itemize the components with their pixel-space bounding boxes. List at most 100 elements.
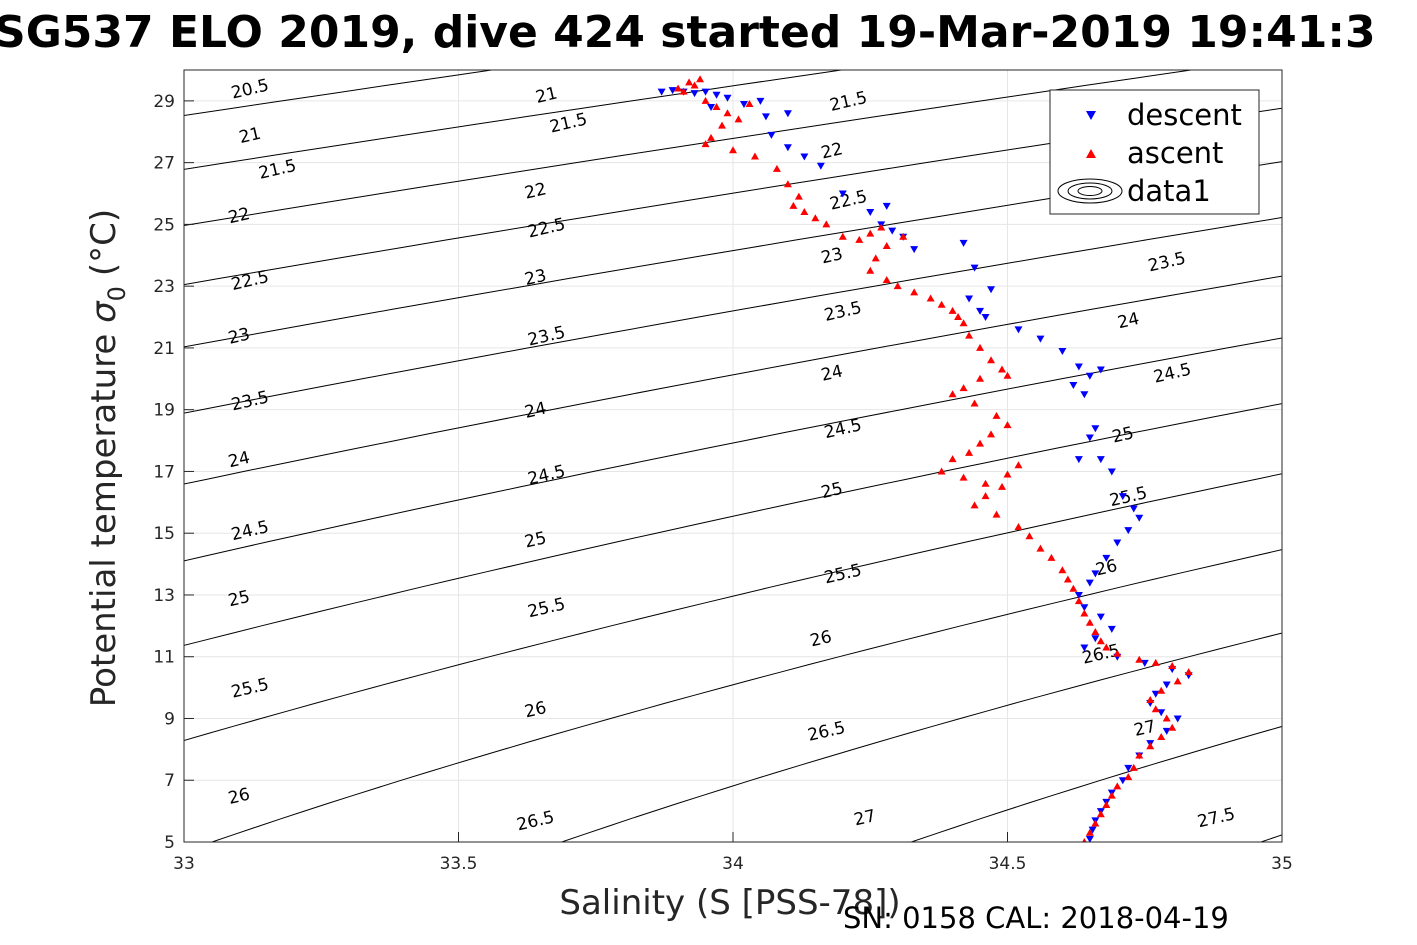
y-axis-ticks: 5 7 9 11 13 15 17 19 21 23 25 27 29 xyxy=(153,92,194,853)
density-contour-line xyxy=(184,161,1282,348)
ascent-point xyxy=(948,455,957,463)
descent-point xyxy=(1157,709,1166,717)
descent-point xyxy=(1113,539,1122,547)
ascent-point xyxy=(690,81,699,89)
y-tick-label: 9 xyxy=(164,709,175,729)
ascent-point xyxy=(855,235,864,243)
descent-point xyxy=(1091,635,1100,643)
ascent-point xyxy=(1102,800,1111,808)
ascent-point xyxy=(822,220,831,228)
descent-point xyxy=(976,307,985,315)
contour-label: 26 xyxy=(808,627,834,651)
ascent-point xyxy=(976,374,985,382)
descent-point xyxy=(1162,727,1171,735)
ascent-point xyxy=(948,390,957,398)
ascent-point xyxy=(987,356,996,364)
descent-point xyxy=(1014,326,1023,334)
ascent-point xyxy=(1157,733,1166,741)
x-axis-label: Salinity (S [PSS-78]) xyxy=(559,883,900,923)
descent-point xyxy=(1074,456,1083,464)
ascent-point xyxy=(871,254,880,262)
ascent-point xyxy=(970,501,979,509)
descent-point xyxy=(1085,372,1094,380)
descent-point xyxy=(1107,625,1116,633)
ascent-point xyxy=(970,399,979,407)
contour-labels: 20.52121.52222.52323.52424.52525.5262121… xyxy=(226,76,1237,836)
x-axis-ticks: 33 33.5 34 34.5 35 xyxy=(173,832,1293,874)
descent-point xyxy=(1085,835,1094,842)
descent-point xyxy=(1058,348,1067,356)
legend-data1-contour-icon xyxy=(1057,178,1123,204)
contour-label: 23 xyxy=(226,324,252,348)
legend-descent-label: descent xyxy=(1127,98,1242,132)
ascent-point xyxy=(811,214,820,222)
ascent-series xyxy=(674,75,1193,842)
axes-border xyxy=(183,69,1283,843)
descent-point xyxy=(1085,579,1094,587)
ascent-point xyxy=(981,492,990,500)
y-tick-label: 5 xyxy=(164,833,175,853)
ascent-point xyxy=(1003,371,1012,379)
ascent-point xyxy=(893,282,902,290)
descent-point xyxy=(1124,527,1133,535)
descent-point xyxy=(1129,505,1138,513)
descent-point xyxy=(657,88,666,96)
descent-point xyxy=(816,162,825,170)
descent-point xyxy=(761,113,770,121)
ascent-point xyxy=(750,152,759,160)
descent-point xyxy=(712,91,721,99)
ascent-point xyxy=(1074,597,1083,605)
ascent-point xyxy=(1146,742,1155,750)
ascent-point xyxy=(712,103,721,111)
ascent-point xyxy=(1135,751,1144,759)
ascent-point xyxy=(1184,668,1193,676)
descent-point xyxy=(981,314,990,322)
contour-label: 22 xyxy=(819,139,845,163)
ascent-point xyxy=(1091,819,1100,827)
descent-point xyxy=(1036,335,1045,343)
ascent-point xyxy=(976,343,985,351)
ascent-point xyxy=(1025,532,1034,540)
legend: descent ascent data1 xyxy=(1049,89,1260,215)
ascent-point xyxy=(965,331,974,339)
ascent-point xyxy=(707,133,716,141)
descent-point xyxy=(970,264,979,272)
ascent-point xyxy=(745,99,754,107)
y-axis-label-sigma: σ xyxy=(84,300,124,323)
descent-series xyxy=(657,87,1193,842)
ascent-point xyxy=(1085,618,1094,626)
contour-label: 24 xyxy=(1116,309,1142,333)
descent-point xyxy=(1151,690,1160,698)
ascent-point xyxy=(1085,828,1094,836)
descent-point xyxy=(783,144,792,152)
ascent-point xyxy=(1135,655,1144,663)
y-tick-label: 23 xyxy=(153,277,175,297)
ascent-point xyxy=(987,430,996,438)
descent-point xyxy=(866,209,875,217)
descent-point xyxy=(1118,777,1127,785)
ascent-point xyxy=(1113,782,1122,790)
ascent-point xyxy=(718,121,727,129)
ascent-point xyxy=(948,306,957,314)
ascent-point xyxy=(1151,705,1160,713)
chart-title: SG537 ELO 2019, dive 424 started 19-Mar-… xyxy=(0,7,1376,58)
contour-label: 25 xyxy=(819,479,845,503)
descent-point xyxy=(888,227,897,235)
descent-point xyxy=(1096,613,1105,621)
y-tick-label: 11 xyxy=(153,648,175,668)
x-tick-label: 33 xyxy=(173,854,195,874)
ascent-point xyxy=(899,232,908,240)
ascent-point xyxy=(789,201,798,209)
ascent-point xyxy=(959,384,968,392)
ascent-point xyxy=(866,266,875,274)
ascent-point xyxy=(965,448,974,456)
descent-point xyxy=(739,100,748,108)
ascent-point xyxy=(998,365,1007,373)
ascent-point xyxy=(1063,575,1072,583)
contour-label: 26 xyxy=(523,698,549,722)
ascent-point xyxy=(1113,649,1122,657)
descent-point xyxy=(965,295,974,303)
density-contour-line xyxy=(184,403,1282,646)
density-contour-line xyxy=(184,275,1282,485)
legend-descent-marker xyxy=(1086,111,1096,120)
